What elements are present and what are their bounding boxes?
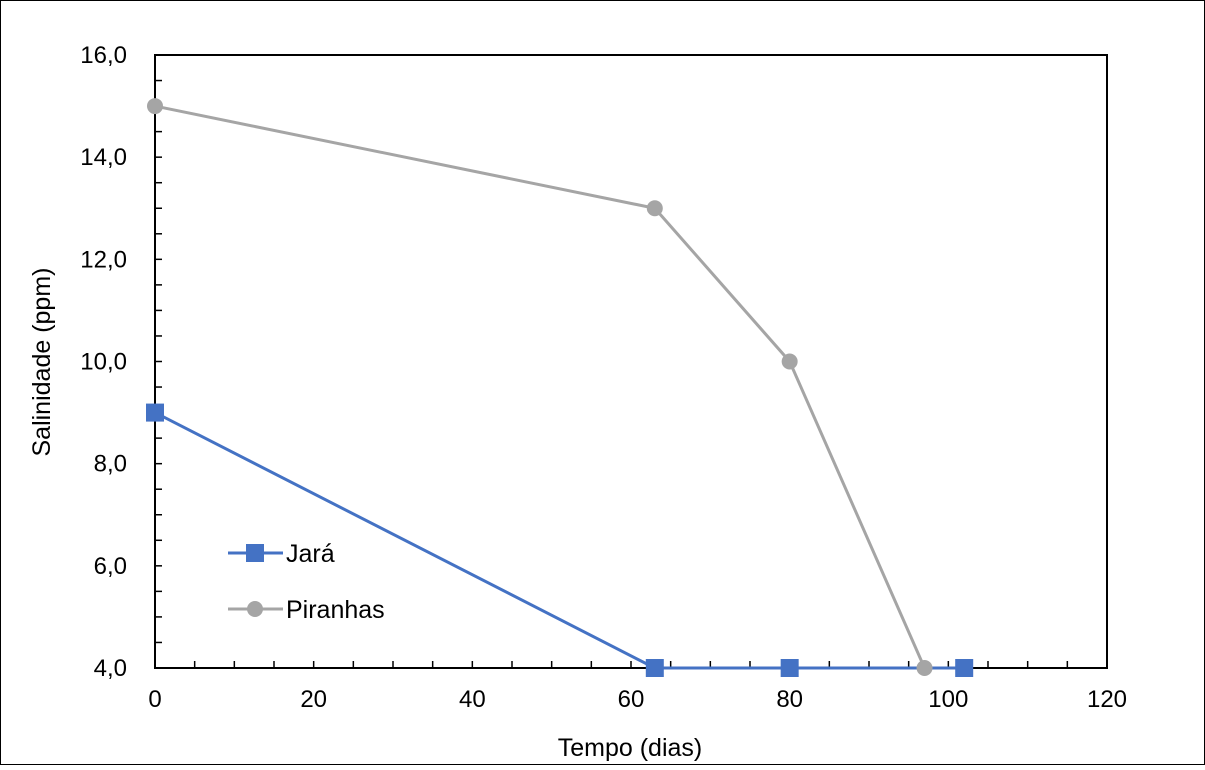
y-axis-title: Salinidade (ppm) [28,268,56,457]
y-tick-label: 12,0 [80,246,127,273]
x-tick-label: 20 [300,686,327,713]
data-point [646,200,663,217]
x-tick-label: 60 [618,686,645,713]
x-tick-label: 80 [776,686,803,713]
legend: Jará Piranhas [228,540,385,624]
y-tick-label: 14,0 [80,144,127,171]
series-line [154,411,965,670]
y-tick-label: 10,0 [80,349,127,376]
data-point [955,659,974,677]
legend-label: Piranhas [286,596,385,624]
y-tick-label: 4,0 [94,655,127,682]
legend-item: Piranhas [228,596,385,624]
data-point [781,353,798,370]
legend-item: Jará [228,540,335,568]
legend-marker [246,544,264,562]
series-line [154,104,926,669]
data-point [147,98,163,115]
y-tick-label: 8,0 [94,451,127,478]
plot-area [146,54,1108,677]
legend-marker [247,601,263,617]
x-tick-label: 100 [928,686,968,713]
data-point [780,659,799,677]
x-tick-label: 0 [148,686,161,713]
x-tick-labels: 0 20 40 60 80 100 120 [148,686,1127,713]
legend-label: Jará [286,540,335,568]
y-tick-label: 6,0 [94,553,127,580]
y-tick-labels: 4,0 6,0 8,0 10,0 12,0 14,0 16,0 [80,42,127,682]
x-tick-label: 120 [1087,686,1127,713]
x-tick-label: 40 [459,686,486,713]
series-0 [146,403,974,677]
data-point [645,659,664,677]
minor-ticks [154,54,1108,669]
data-point [146,403,164,422]
data-point [916,660,933,676]
y-tick-label: 16,0 [80,42,127,69]
series-1 [147,98,933,676]
series-layer [146,98,974,677]
x-axis-title: Tempo (dias) [558,734,703,762]
